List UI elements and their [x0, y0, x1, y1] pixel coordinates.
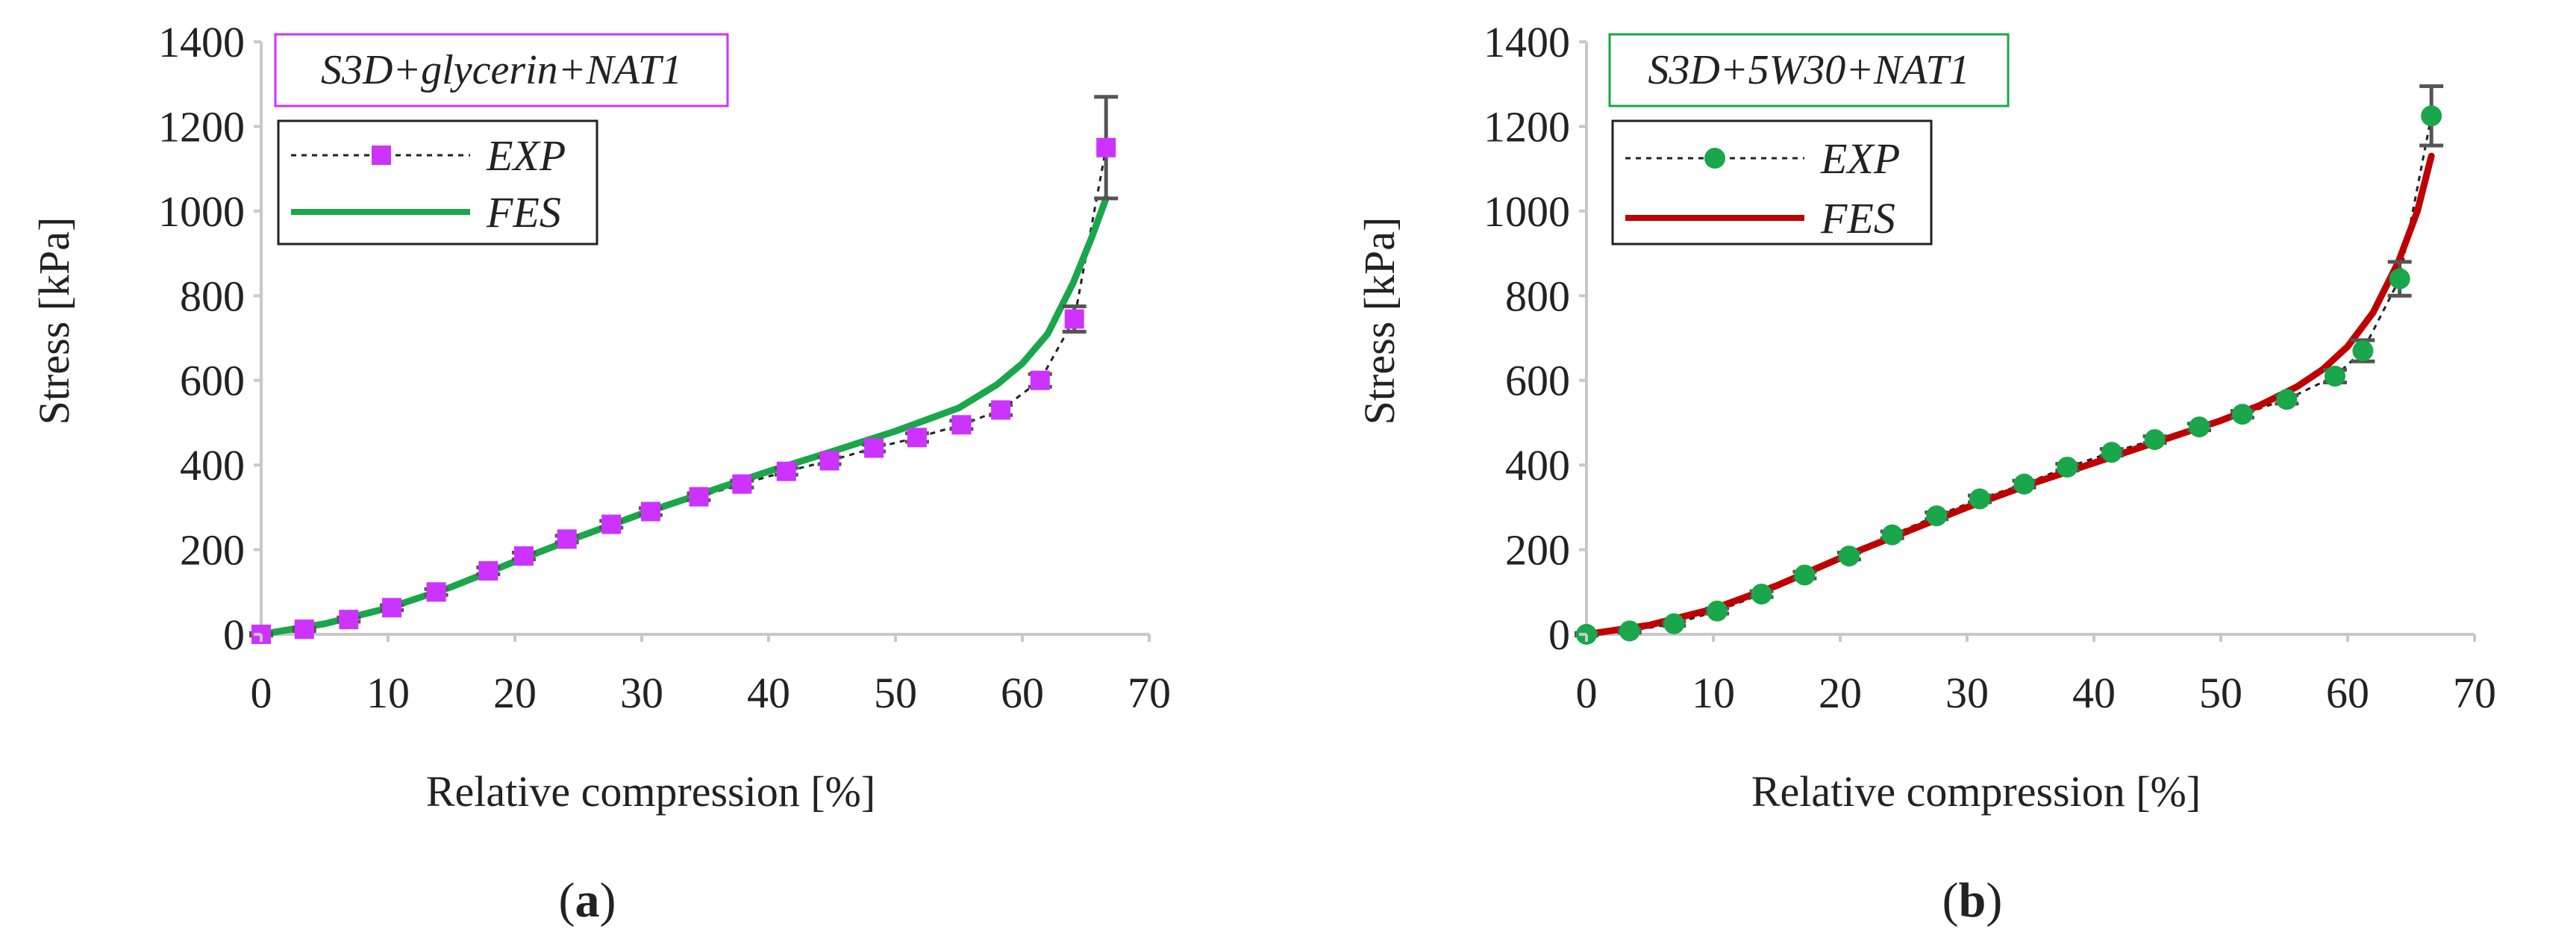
x-tick-label: 70 — [2453, 669, 2496, 717]
exp-data-point — [2144, 429, 2166, 451]
panel-caption: (a) — [559, 873, 616, 928]
exp-data-point — [339, 610, 359, 630]
exp-data-point — [1663, 613, 1685, 634]
exp-data-point — [601, 514, 622, 534]
x-tick-label: 40 — [2072, 669, 2116, 717]
exp-data-point — [478, 560, 498, 581]
chart-title: S3D+glycerin+NAT1 — [321, 47, 682, 93]
exp-data-point — [732, 474, 752, 494]
exp-data-point — [907, 428, 927, 448]
y-tick-label: 1400 — [158, 18, 245, 66]
chart-title: S3D+5W30+NAT1 — [1648, 47, 1969, 93]
exp-data-point — [1030, 370, 1050, 390]
y-tick-label: 1400 — [1484, 18, 1570, 66]
y-tick-label: 800 — [180, 272, 245, 320]
exp-data-point — [2325, 366, 2345, 387]
legend-exp-label: EXP — [486, 131, 566, 180]
panel-caption: (b) — [1942, 873, 2003, 928]
fes-series-line — [257, 195, 1110, 638]
legend-box — [277, 119, 598, 246]
x-tick-label: 10 — [1692, 669, 1735, 717]
chart-title-box — [1608, 33, 2010, 107]
legend-exp-label: EXP — [1820, 134, 1900, 183]
chart-panel-b: 0 200 400 600 800 1000 1200 1400 0 10 20 30 40 50 60 70… — [1355, 18, 2496, 928]
exp-data-point — [864, 438, 884, 458]
exp-data-point — [2421, 105, 2442, 127]
x-tick-label: 50 — [874, 669, 917, 717]
x-axis-title: Relative compression [%] — [1751, 767, 2201, 816]
exp-data-point — [1751, 584, 1772, 605]
exp-data-point — [640, 501, 660, 522]
legend-fes-label: FES — [1820, 194, 1895, 243]
exp-data-point — [1926, 505, 1948, 527]
y-tick-label: 400 — [1505, 441, 1570, 490]
exp-data-point — [2352, 340, 2374, 362]
chart-panel-a: 0 200 400 600 800 1000 1200 1400 0 10 20 30 40 50 60 70… — [30, 18, 1171, 928]
x-tick-label: 0 — [1576, 669, 1598, 717]
exp-data-point — [819, 451, 840, 471]
exp-data-point — [2189, 416, 2210, 438]
legend-exp-marker — [372, 146, 391, 165]
y-tick-label: 1000 — [1484, 187, 1570, 236]
x-tick-label: 60 — [1001, 669, 1044, 717]
x-tick-label: 70 — [1128, 669, 1171, 717]
exp-data-point — [382, 598, 402, 618]
y-tick-label: 600 — [180, 357, 245, 405]
x-tick-label: 40 — [747, 669, 790, 717]
exp-data-point — [557, 529, 577, 549]
x-axis-title: Relative compression [%] — [426, 767, 875, 816]
exp-data-point — [1838, 546, 1860, 567]
x-tick-label: 20 — [1819, 669, 1862, 717]
exp-data-point — [951, 415, 972, 435]
exp-data-point — [2276, 389, 2298, 410]
legend-box — [1611, 119, 1933, 246]
x-tick-label: 0 — [251, 669, 272, 717]
y-axis-title: Stress [kPa] — [30, 217, 78, 425]
y-tick-label: 200 — [1505, 526, 1570, 575]
x-tick-label: 30 — [1945, 669, 1989, 717]
y-tick-label: 1200 — [158, 102, 245, 151]
exp-data-point — [2231, 404, 2253, 425]
y-tick-label: 1200 — [1484, 102, 1570, 151]
y-tick-label: 0 — [223, 610, 245, 659]
exp-data-point — [294, 619, 314, 640]
exp-data-point — [689, 487, 709, 507]
exp-data-point — [1096, 137, 1116, 157]
exp-data-point — [1707, 600, 1728, 622]
y-tick-label: 600 — [1505, 357, 1570, 405]
legend-fes-label: FES — [486, 188, 561, 237]
y-tick-label: 0 — [1548, 610, 1570, 659]
x-tick-label: 30 — [620, 669, 663, 717]
chart-title-box — [274, 33, 729, 107]
x-tick-label: 10 — [366, 669, 410, 717]
exp-data-point — [2101, 442, 2122, 463]
exp-data-point — [1794, 564, 1816, 586]
exp-data-point — [1064, 309, 1084, 329]
legend-exp-marker — [1704, 148, 1725, 169]
exp-data-point — [513, 546, 534, 566]
y-tick-label: 1000 — [158, 187, 245, 236]
y-tick-label: 800 — [1505, 272, 1570, 320]
y-tick-label: 200 — [180, 526, 245, 575]
exp-data-point — [2389, 268, 2410, 290]
exp-data-point — [991, 400, 1011, 420]
y-axis-title: Stress [kPa] — [1355, 217, 1404, 425]
exp-data-point — [1969, 488, 1990, 510]
exp-data-point — [1881, 524, 1903, 546]
y-tick-label: 400 — [180, 441, 245, 490]
x-tick-label: 20 — [493, 669, 537, 717]
exp-data-point — [1619, 620, 1640, 642]
exp-data-point — [2013, 473, 2035, 495]
exp-data-point — [2057, 456, 2078, 478]
exp-data-point — [426, 582, 446, 602]
x-tick-label: 60 — [2326, 669, 2369, 717]
x-tick-label: 50 — [2199, 669, 2242, 717]
exp-data-point — [776, 461, 796, 481]
